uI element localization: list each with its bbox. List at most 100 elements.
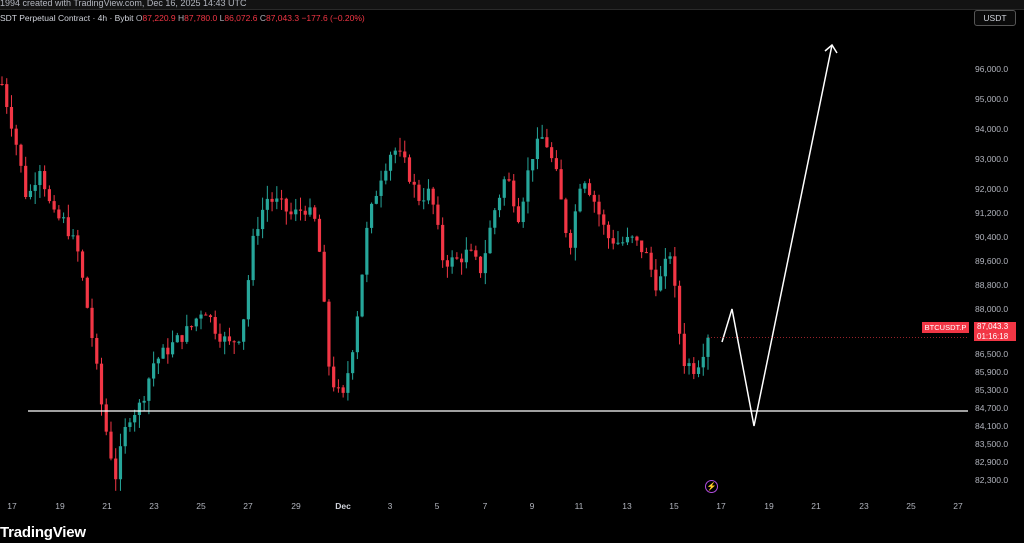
candle-body xyxy=(137,402,142,415)
time-axis[interactable]: 17 19 21 23 25 27 29 Dec 3 5 7 9 11 13 15 17 19 21 23 25 27 xyxy=(0,495,968,515)
candle-body xyxy=(246,280,250,320)
price-chart[interactable] xyxy=(0,30,968,495)
candle xyxy=(147,377,151,415)
low-value: 86,072.6 xyxy=(224,13,258,23)
candle xyxy=(431,186,435,215)
close-value: 87,043.3 xyxy=(265,13,300,23)
candle xyxy=(407,154,412,184)
candle xyxy=(469,243,473,252)
candle-body xyxy=(531,159,535,171)
candle-body xyxy=(422,200,426,202)
candle-body xyxy=(161,347,165,359)
candle-body xyxy=(227,336,232,342)
candle-body xyxy=(118,446,123,480)
price-tick-label: 90,400.0 xyxy=(975,232,1009,242)
candle-body xyxy=(208,315,213,318)
projection-path[interactable] xyxy=(721,44,833,427)
candle-body xyxy=(223,336,227,342)
candle-body xyxy=(251,235,255,281)
candle xyxy=(644,247,649,254)
candle xyxy=(19,143,23,173)
time-tick-label: 19 xyxy=(764,501,774,511)
candle xyxy=(317,214,322,253)
candle-body xyxy=(332,366,336,388)
candle-body xyxy=(554,158,558,170)
candle xyxy=(478,255,483,278)
candle-body xyxy=(317,218,322,252)
candle-body xyxy=(351,352,355,374)
candle xyxy=(696,360,701,378)
candle-body xyxy=(275,198,279,202)
candle-body xyxy=(47,189,51,202)
ohlc-legend: SDT Perpetual Contract · 4h · Bybit O87,… xyxy=(0,13,365,23)
candle-body xyxy=(436,204,440,225)
candle-body xyxy=(261,209,265,230)
candle xyxy=(426,179,431,205)
candle-body xyxy=(279,198,284,200)
candle xyxy=(256,216,260,245)
candle xyxy=(213,310,217,340)
open-value: 87,220.9 xyxy=(142,13,176,23)
candle-body xyxy=(630,236,634,238)
candle xyxy=(227,327,232,345)
time-tick-label: 13 xyxy=(622,501,632,511)
candle xyxy=(668,252,672,264)
candle-body xyxy=(559,169,563,200)
candle xyxy=(554,150,558,172)
candle xyxy=(284,197,288,225)
candle xyxy=(568,229,573,255)
symbol-title[interactable]: SDT Perpetual Contract · 4h · Bybit xyxy=(0,13,134,23)
candle xyxy=(341,384,345,398)
candle-body xyxy=(512,180,516,207)
candle xyxy=(687,358,691,375)
candle xyxy=(531,158,535,182)
candle xyxy=(611,229,615,250)
price-axis[interactable]: 96,000.0 95,000.0 94,000.0 93,000.0 92,000.0… xyxy=(968,30,1024,510)
candle xyxy=(109,421,113,461)
candle xyxy=(526,157,530,214)
open-label: O xyxy=(135,13,143,23)
candle-body xyxy=(493,210,497,228)
candle-body xyxy=(526,170,530,202)
currency-button[interactable]: USDT xyxy=(974,10,1016,26)
candle xyxy=(393,147,397,164)
candle xyxy=(71,229,75,240)
candle-body xyxy=(441,224,445,261)
candle-body xyxy=(483,253,487,274)
price-tick-label: 82,900.0 xyxy=(975,457,1009,467)
candle-body xyxy=(540,137,544,139)
candle xyxy=(587,178,592,197)
candle xyxy=(583,181,587,194)
candle xyxy=(365,221,369,283)
candle-body xyxy=(109,431,113,459)
last-price-tag: 87,043.3 01:16:18 xyxy=(974,322,1016,341)
candle-body xyxy=(170,342,175,355)
candle xyxy=(156,356,160,375)
lightning-icon[interactable]: ⚡ xyxy=(705,480,718,493)
candle-body xyxy=(379,180,383,196)
candle-body xyxy=(284,198,288,212)
candle xyxy=(616,231,620,246)
candle xyxy=(28,184,33,200)
candle-body xyxy=(355,316,359,353)
chart-frame[interactable] xyxy=(0,10,1024,515)
price-tick-label: 88,800.0 xyxy=(975,280,1009,290)
candle xyxy=(275,186,279,210)
candle-body xyxy=(403,151,407,158)
candle-body xyxy=(497,197,502,211)
candle-body xyxy=(52,201,56,210)
candle-body xyxy=(294,209,298,215)
candle xyxy=(170,330,175,358)
price-tick-label: 96,000.0 xyxy=(975,64,1009,74)
low-label: L xyxy=(219,13,225,23)
candle-body xyxy=(550,147,554,159)
time-tick-label: 5 xyxy=(434,501,440,511)
price-tick-label: 89,600.0 xyxy=(975,256,1009,266)
candle xyxy=(417,179,421,206)
candle xyxy=(677,280,682,345)
candle xyxy=(464,237,468,269)
candle xyxy=(194,317,198,332)
candle xyxy=(152,351,156,387)
candle xyxy=(606,221,611,249)
candle xyxy=(403,140,407,163)
